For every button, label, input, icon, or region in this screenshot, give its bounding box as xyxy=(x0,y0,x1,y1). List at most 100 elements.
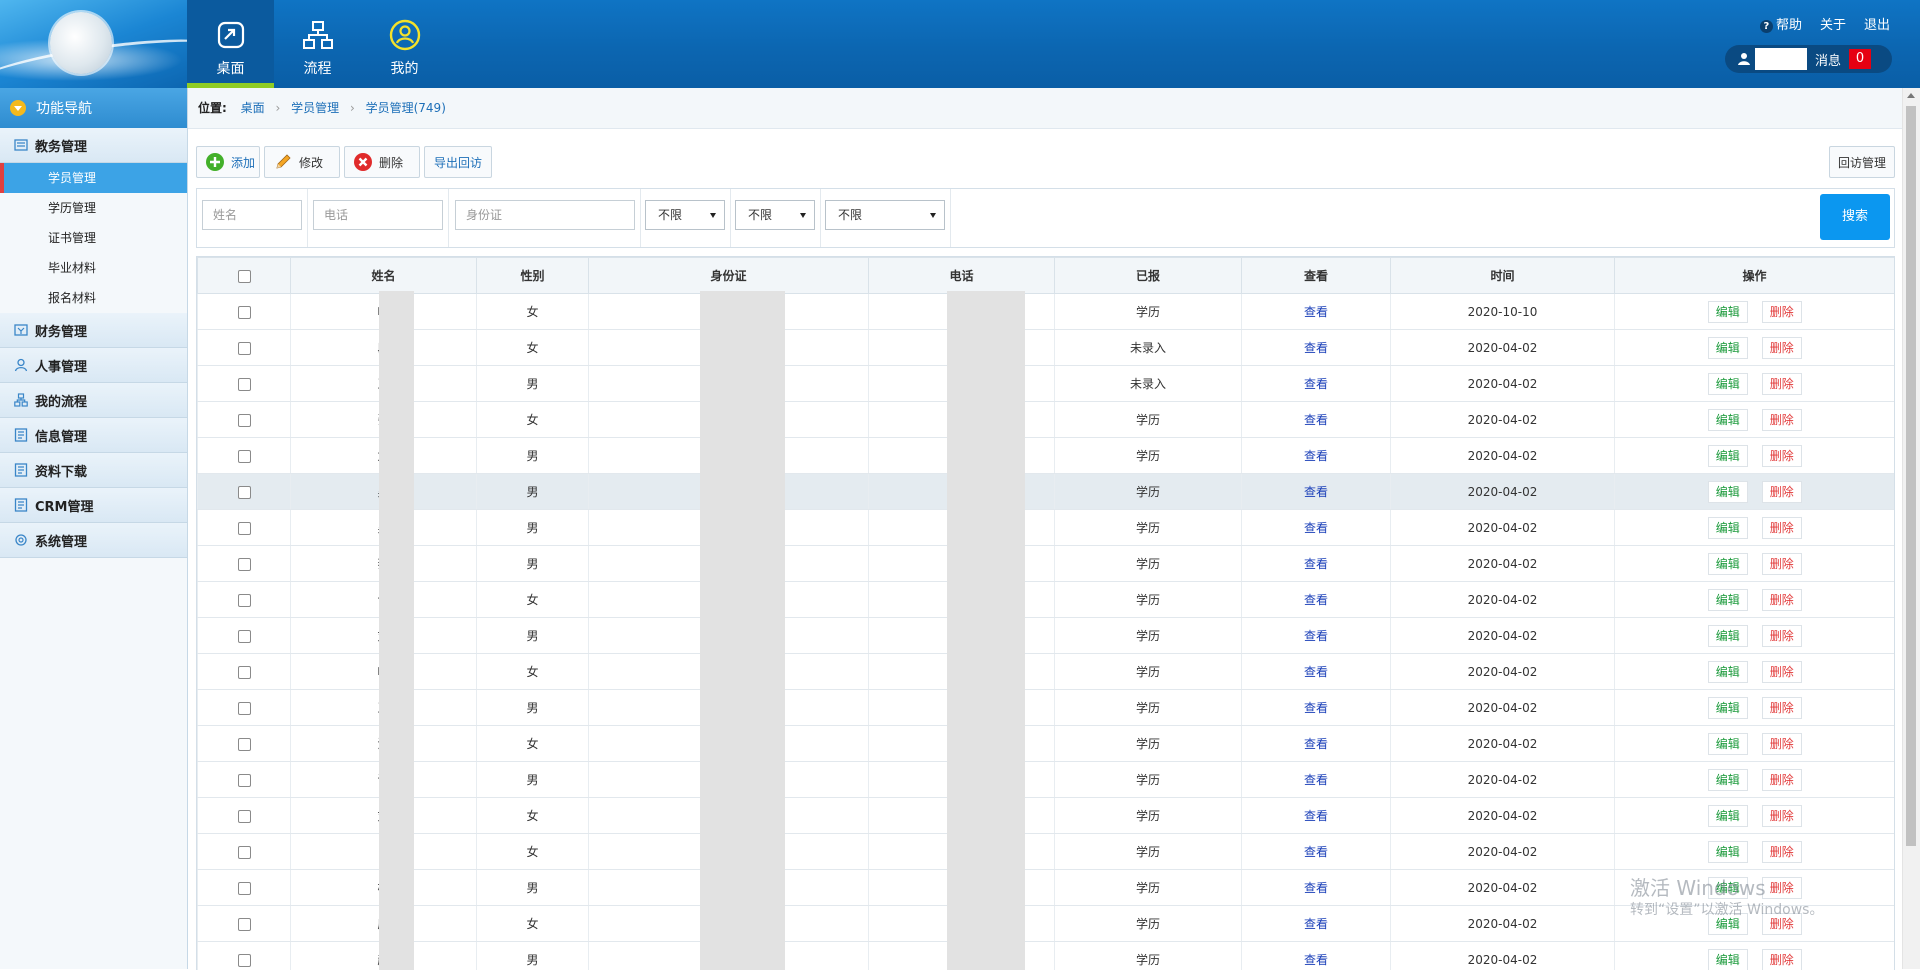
view-link[interactable]: 查看 xyxy=(1304,413,1328,427)
column-header-id[interactable]: 身份证 xyxy=(589,258,869,294)
row-delete-button[interactable]: 删除 xyxy=(1762,841,1802,863)
column-header-name[interactable]: 姓名 xyxy=(291,258,477,294)
edit-button[interactable]: 修改 xyxy=(264,146,340,178)
sidebar-group-flow[interactable]: 我的流程 xyxy=(0,383,187,418)
row-edit-button[interactable]: 编辑 xyxy=(1708,877,1748,899)
row-edit-button[interactable]: 编辑 xyxy=(1708,409,1748,431)
row-delete-button[interactable]: 删除 xyxy=(1762,625,1802,647)
row-delete-button[interactable]: 删除 xyxy=(1762,553,1802,575)
sidebar-group-education[interactable]: 教务管理 xyxy=(0,128,187,163)
row-delete-button[interactable]: 删除 xyxy=(1762,805,1802,827)
row-edit-button[interactable]: 编辑 xyxy=(1708,337,1748,359)
sidebar-group-system[interactable]: 系统管理 xyxy=(0,523,187,558)
sidebar-item-enrollment[interactable]: 报名材料 xyxy=(0,283,187,313)
view-link[interactable]: 查看 xyxy=(1304,629,1328,643)
about-link[interactable]: 关于 xyxy=(1820,14,1846,33)
scroll-up-arrow-icon[interactable] xyxy=(1907,93,1915,98)
row-checkbox[interactable] xyxy=(238,594,251,607)
row-checkbox[interactable] xyxy=(238,738,251,751)
row-edit-button[interactable]: 编辑 xyxy=(1708,949,1748,970)
row-edit-button[interactable]: 编辑 xyxy=(1708,553,1748,575)
row-checkbox[interactable] xyxy=(238,414,251,427)
row-delete-button[interactable]: 删除 xyxy=(1762,913,1802,935)
sidebar-group-info[interactable]: 信息管理 xyxy=(0,418,187,453)
row-delete-button[interactable]: 删除 xyxy=(1762,373,1802,395)
select-all-checkbox[interactable] xyxy=(238,270,251,283)
view-link[interactable]: 查看 xyxy=(1304,485,1328,499)
sidebar-group-crm[interactable]: CRM管理 xyxy=(0,488,187,523)
view-link[interactable]: 查看 xyxy=(1304,341,1328,355)
row-delete-button[interactable]: 删除 xyxy=(1762,517,1802,539)
row-checkbox[interactable] xyxy=(238,774,251,787)
row-checkbox[interactable] xyxy=(238,954,251,967)
view-link[interactable]: 查看 xyxy=(1304,701,1328,715)
sidebar-item-graduation[interactable]: 毕业材料 xyxy=(0,253,187,283)
column-header-time[interactable]: 时间 xyxy=(1391,258,1615,294)
row-edit-button[interactable]: 编辑 xyxy=(1708,733,1748,755)
add-button[interactable]: 添加 xyxy=(196,146,260,178)
sidebar-item-degrees[interactable]: 学历管理 xyxy=(0,193,187,223)
row-delete-button[interactable]: 删除 xyxy=(1762,301,1802,323)
phone-input[interactable] xyxy=(313,200,443,230)
row-delete-button[interactable]: 删除 xyxy=(1762,769,1802,791)
sidebar-group-hr[interactable]: 人事管理 xyxy=(0,348,187,383)
row-checkbox[interactable] xyxy=(238,702,251,715)
message-count-badge[interactable]: 0 xyxy=(1849,49,1871,69)
row-edit-button[interactable]: 编辑 xyxy=(1708,625,1748,647)
view-link[interactable]: 查看 xyxy=(1304,593,1328,607)
export-visit-button[interactable]: 导出回访 xyxy=(424,146,492,178)
breadcrumb-desktop[interactable]: 桌面 xyxy=(241,101,265,115)
view-link[interactable]: 查看 xyxy=(1304,845,1328,859)
page-scrollbar[interactable] xyxy=(1902,88,1920,969)
breadcrumb-student-mgmt[interactable]: 学员管理 xyxy=(291,101,339,115)
name-input[interactable] xyxy=(202,200,302,230)
row-edit-button[interactable]: 编辑 xyxy=(1708,445,1748,467)
row-delete-button[interactable]: 删除 xyxy=(1762,949,1802,970)
row-checkbox[interactable] xyxy=(238,378,251,391)
row-edit-button[interactable]: 编辑 xyxy=(1708,301,1748,323)
row-edit-button[interactable]: 编辑 xyxy=(1708,805,1748,827)
column-header-phone[interactable]: 电话 xyxy=(869,258,1055,294)
row-edit-button[interactable]: 编辑 xyxy=(1708,589,1748,611)
top-nav-flow[interactable]: 流程 xyxy=(274,0,361,88)
row-checkbox[interactable] xyxy=(238,918,251,931)
sidebar-group-finance[interactable]: 财务管理 xyxy=(0,313,187,348)
row-edit-button[interactable]: 编辑 xyxy=(1708,661,1748,683)
row-checkbox[interactable] xyxy=(238,450,251,463)
view-link[interactable]: 查看 xyxy=(1304,377,1328,391)
top-nav-desktop[interactable]: 桌面 xyxy=(187,0,274,88)
filter-select-3[interactable]: 不限 xyxy=(825,200,945,230)
filter-select-1[interactable]: 不限 xyxy=(645,200,725,230)
view-link[interactable]: 查看 xyxy=(1304,305,1328,319)
column-header-gender[interactable]: 性别 xyxy=(477,258,589,294)
view-link[interactable]: 查看 xyxy=(1304,449,1328,463)
row-edit-button[interactable]: 编辑 xyxy=(1708,913,1748,935)
breadcrumb-current[interactable]: 学员管理(749) xyxy=(366,101,446,115)
row-edit-button[interactable]: 编辑 xyxy=(1708,769,1748,791)
scrollbar-thumb[interactable] xyxy=(1906,106,1916,846)
view-link[interactable]: 查看 xyxy=(1304,665,1328,679)
search-button[interactable]: 搜索 xyxy=(1820,194,1890,240)
row-checkbox[interactable] xyxy=(238,846,251,859)
sidebar-item-students[interactable]: 学员管理 xyxy=(0,163,187,193)
view-link[interactable]: 查看 xyxy=(1304,737,1328,751)
row-delete-button[interactable]: 删除 xyxy=(1762,481,1802,503)
row-edit-button[interactable]: 编辑 xyxy=(1708,697,1748,719)
user-name[interactable] xyxy=(1755,48,1807,70)
row-delete-button[interactable]: 删除 xyxy=(1762,589,1802,611)
row-delete-button[interactable]: 删除 xyxy=(1762,697,1802,719)
sidebar-item-certificates[interactable]: 证书管理 xyxy=(0,223,187,253)
